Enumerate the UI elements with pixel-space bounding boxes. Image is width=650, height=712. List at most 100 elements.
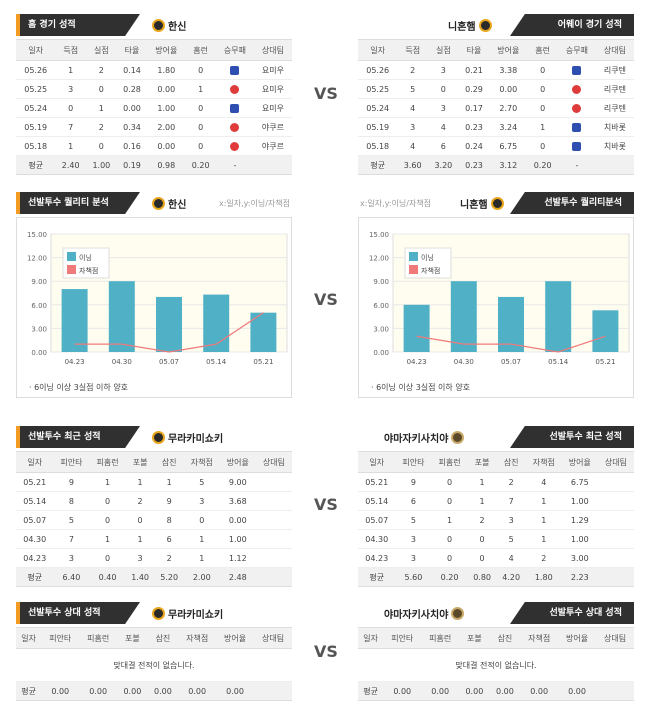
- bar: [108, 281, 135, 352]
- table-cell: 4: [428, 117, 459, 137]
- table-cell: 1: [185, 79, 216, 99]
- table-cell: 5: [395, 510, 432, 530]
- column-header: 방어율: [219, 451, 256, 473]
- average-cell: [255, 567, 292, 587]
- table-cell: [255, 548, 292, 568]
- x-tick-label: 04.30: [454, 358, 474, 366]
- table-cell: 0: [467, 529, 497, 549]
- table-cell: 0.16: [116, 136, 148, 156]
- column-header: 피홈런: [79, 627, 118, 649]
- table-cell: 0.00: [489, 79, 528, 99]
- table-cell: 1: [183, 548, 220, 568]
- table-row: 05.26 2 3 0.21 3.38 0 리쿠텐: [358, 60, 634, 80]
- table-cell: 치바롯: [595, 136, 634, 156]
- result-cell: [215, 60, 254, 80]
- bar: [61, 289, 88, 352]
- recent-right-title: 선발투수 최근 성적: [510, 426, 634, 448]
- away-record-title: 어웨이 경기 성적: [510, 14, 634, 36]
- column-header: 피안타: [41, 627, 80, 649]
- y-tick-label: 9.00: [373, 278, 389, 286]
- column-header: 삼진: [496, 451, 526, 473]
- table-cell: 05.24: [16, 98, 56, 118]
- average-cell: [595, 155, 634, 175]
- bar: [545, 281, 572, 352]
- table-cell: 05.18: [358, 136, 398, 156]
- y-tick-label: 15.00: [369, 231, 389, 239]
- average-cell: 0.00: [117, 681, 148, 701]
- tigers-emblem-icon: [152, 431, 165, 444]
- table-cell: 3.38: [489, 60, 528, 80]
- recent-right-pitcher: 야마자키사치야: [384, 434, 449, 445]
- table-cell: 0: [86, 79, 117, 99]
- table-row: 05.18 1 0 0.16 0.00 0 야쿠르: [16, 136, 292, 156]
- column-header: 피안타: [383, 627, 422, 649]
- table-cell: [255, 491, 292, 511]
- table-cell: 3: [397, 117, 429, 137]
- versus-left-title: 선발투수 상대 성적: [16, 602, 140, 624]
- result-cell: [557, 98, 596, 118]
- table-cell: 05.21: [358, 472, 396, 492]
- table-cell: 1.80: [147, 60, 186, 80]
- x-tick-label: 05.21: [595, 358, 615, 366]
- table-cell: 05.26: [358, 60, 398, 80]
- table-cell: 3: [395, 529, 432, 549]
- table-row: 05.25 5 0 0.29 0.00 0 리쿠텐: [358, 79, 634, 99]
- column-header: 포볼: [125, 451, 155, 473]
- column-header: 득점: [397, 39, 429, 61]
- average-cell: 0.00: [520, 681, 559, 701]
- table-cell: 1: [525, 529, 562, 549]
- average-row: 평균 2.40 1.00 0.19 0.98 0.20-: [16, 155, 292, 175]
- table-row: 04.30 7 1 1 6 1 1.00: [16, 529, 292, 549]
- x-tick-label: 05.14: [206, 358, 227, 366]
- table-cell: 야쿠르: [253, 117, 292, 137]
- vs-label-2: VS: [314, 290, 338, 309]
- table-cell: 1.00: [561, 491, 598, 511]
- table-cell: 1.29: [561, 510, 598, 530]
- table-cell: 1.12: [219, 548, 256, 568]
- table-cell: [597, 491, 634, 511]
- column-header: 타율: [458, 39, 490, 61]
- quality-left-panel: 선발투수 퀄리티 분석 한신 x:일자,y:이닝/자책점 15.00 12.00 9…: [16, 192, 292, 402]
- table-cell: 0: [185, 98, 216, 118]
- average-cell: 0.20: [185, 155, 216, 175]
- empty-message: 맞대결 전적이 없습니다.: [358, 648, 634, 682]
- y-tick-label: 15.00: [27, 231, 47, 239]
- table-cell: 0.14: [116, 60, 148, 80]
- table-row: 05.14 6 0 1 7 1 1.00: [358, 491, 634, 511]
- table-cell: 7: [55, 117, 87, 137]
- quality-right-note: · 6이닝 이상 3실점 이하 양호: [358, 378, 634, 398]
- win-icon: [572, 141, 582, 151]
- column-header: 홈런: [527, 39, 558, 61]
- versus-right-panel: 선발투수 상대 성적 야마자키사치야 일자 피안타 피홈런 포볼 삼진 자책점 방어율 상대팀…: [358, 602, 634, 701]
- y-tick-label: 12.00: [369, 255, 389, 263]
- column-header: 방어율: [489, 39, 528, 61]
- column-header: 승무패: [215, 39, 254, 61]
- table-row: 05.14 8 0 2 9 3 3.68: [16, 491, 292, 511]
- average-cell: 0.00: [558, 681, 597, 701]
- average-cell: [597, 567, 634, 587]
- column-header: 일자: [358, 451, 396, 473]
- average-row: 평균 0.00 0.00 0.00 0.00 0.00 0.00: [358, 681, 634, 701]
- table-cell: 6: [154, 529, 184, 549]
- table-row: 05.21 9 0 1 2 4 6.75: [358, 472, 634, 492]
- table-cell: 0: [431, 472, 468, 492]
- quality-right-title: 선발투수 퀄리티분석: [510, 192, 634, 214]
- table-row: 05.24 0 1 0.00 1.00 0 요미우: [16, 98, 292, 118]
- column-header: 일자: [16, 627, 42, 649]
- average-cell: 2.00: [183, 567, 220, 587]
- average-cell: -: [557, 155, 596, 175]
- table-cell: [597, 529, 634, 549]
- recent-left-table: 일자 피안타 피홈런 포볼 삼진 자책점 방어율 상대팀 05.21 9 1 1 1 5 9.00 05.14…: [16, 451, 292, 587]
- average-cell: 5.60: [395, 567, 432, 587]
- table-row: 04.23 3 0 0 4 2 3.00: [358, 548, 634, 568]
- table-cell: 0.21: [458, 60, 490, 80]
- table-cell: 0: [431, 548, 468, 568]
- table-cell: 2.00: [147, 117, 186, 137]
- column-header: 일자: [358, 627, 384, 649]
- column-header: 실점: [428, 39, 459, 61]
- bar: [498, 296, 524, 352]
- average-cell: 0.00: [178, 681, 217, 701]
- average-cell: 0.23: [458, 155, 490, 175]
- table-cell: 5: [183, 472, 220, 492]
- home-team-name: 한신: [168, 22, 187, 33]
